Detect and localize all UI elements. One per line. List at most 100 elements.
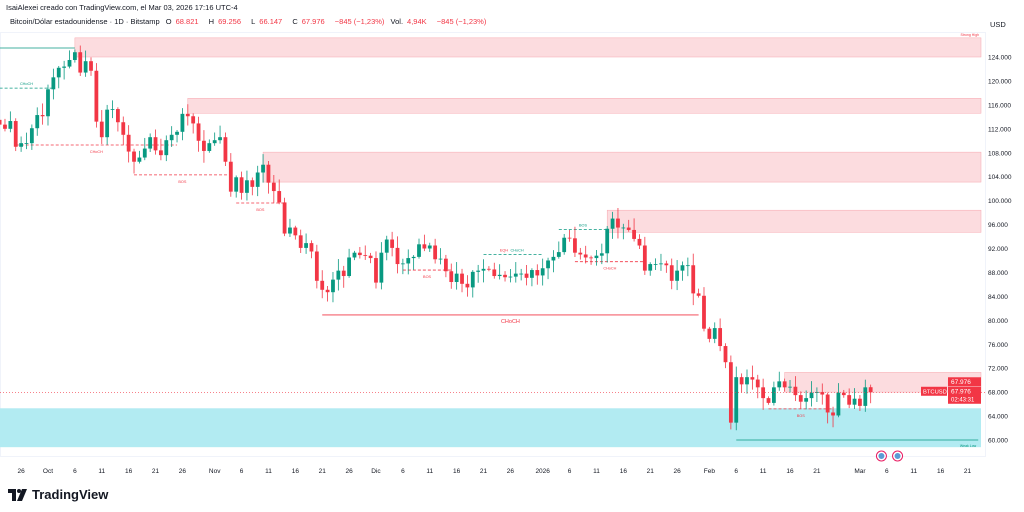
candle[interactable] [314,244,319,289]
candle[interactable] [46,84,50,126]
candle[interactable] [99,110,104,144]
candle[interactable] [642,236,647,275]
candle[interactable] [245,170,249,201]
candle[interactable] [637,234,642,249]
candle[interactable] [863,379,868,412]
candle[interactable] [185,104,190,126]
candle[interactable] [449,263,454,289]
candle[interactable] [51,68,56,100]
candle[interactable] [347,248,352,278]
candle[interactable] [524,264,529,286]
candle[interactable] [723,343,728,369]
candle[interactable] [766,396,771,405]
candle[interactable] [175,130,179,143]
candle[interactable] [417,238,421,259]
candle[interactable] [669,258,674,290]
candle[interactable] [277,179,282,205]
candle[interactable] [331,271,335,303]
candle[interactable] [368,252,373,264]
candle[interactable] [121,116,126,145]
candle[interactable] [508,268,513,283]
tradingview-logo[interactable]: TradingView [8,487,108,502]
candle[interactable] [406,249,411,275]
candle[interactable] [159,138,163,161]
candle[interactable] [858,394,862,412]
candle[interactable] [29,124,34,150]
candle[interactable] [831,406,835,428]
candle[interactable] [298,229,303,254]
candle[interactable] [540,258,545,286]
candle[interactable] [847,388,852,409]
candle[interactable] [648,262,653,276]
candle[interactable] [255,165,260,197]
candle[interactable] [78,45,83,77]
candle[interactable] [798,391,803,409]
candle[interactable] [304,233,308,254]
candle[interactable] [782,378,787,392]
candle[interactable] [503,271,507,282]
candle[interactable] [341,265,346,288]
candle[interactable] [589,255,593,265]
candle[interactable] [820,383,825,405]
candle[interactable] [702,287,706,332]
candle[interactable] [734,366,739,431]
candle[interactable] [745,369,749,394]
candle[interactable] [35,107,40,136]
candle[interactable] [492,262,497,279]
candle[interactable] [739,373,744,393]
candle[interactable] [771,381,776,406]
candle[interactable] [400,258,405,275]
candle[interactable] [605,225,610,263]
candle[interactable] [454,262,459,290]
candle[interactable] [777,371,782,391]
candle[interactable] [761,378,766,410]
candle[interactable] [685,257,690,277]
candle[interactable] [594,249,599,266]
candle[interactable] [599,243,604,265]
candle[interactable] [115,107,120,132]
candle[interactable] [616,207,620,239]
candle[interactable] [728,355,733,430]
candle[interactable] [3,118,7,132]
candle[interactable] [476,264,481,283]
candle[interactable] [718,318,723,352]
candle[interactable] [755,374,760,399]
candle[interactable] [142,137,147,161]
candle[interactable] [309,240,314,259]
candle[interactable] [712,322,717,344]
candle[interactable] [852,388,857,409]
candle[interactable] [196,116,201,152]
candle[interactable] [465,275,470,297]
candle[interactable] [40,103,45,125]
candle[interactable] [191,113,196,134]
candle[interactable] [535,264,540,285]
candle[interactable] [804,390,809,410]
candle[interactable] [207,139,212,153]
candle[interactable] [530,268,534,287]
candle[interactable] [0,118,2,126]
candle[interactable] [379,242,384,290]
candle[interactable] [169,126,174,147]
candle[interactable] [67,50,72,69]
candle[interactable] [427,242,432,252]
candle[interactable] [841,389,846,398]
candle[interactable] [164,135,169,162]
candle[interactable] [519,268,524,281]
currency-label[interactable]: USD [990,20,1006,29]
candle[interactable] [320,270,325,299]
candle[interactable] [352,250,357,261]
candle[interactable] [513,262,518,283]
candle[interactable] [132,148,136,174]
candle[interactable] [223,132,228,167]
candle[interactable] [153,129,158,155]
candle[interactable] [234,175,239,198]
candle[interactable] [288,218,292,237]
candle[interactable] [261,154,265,183]
candle[interactable] [24,132,29,150]
candle[interactable] [610,211,615,239]
candle[interactable] [460,268,464,293]
candle[interactable] [202,130,206,163]
candle[interactable] [110,100,115,119]
candle[interactable] [836,383,841,418]
